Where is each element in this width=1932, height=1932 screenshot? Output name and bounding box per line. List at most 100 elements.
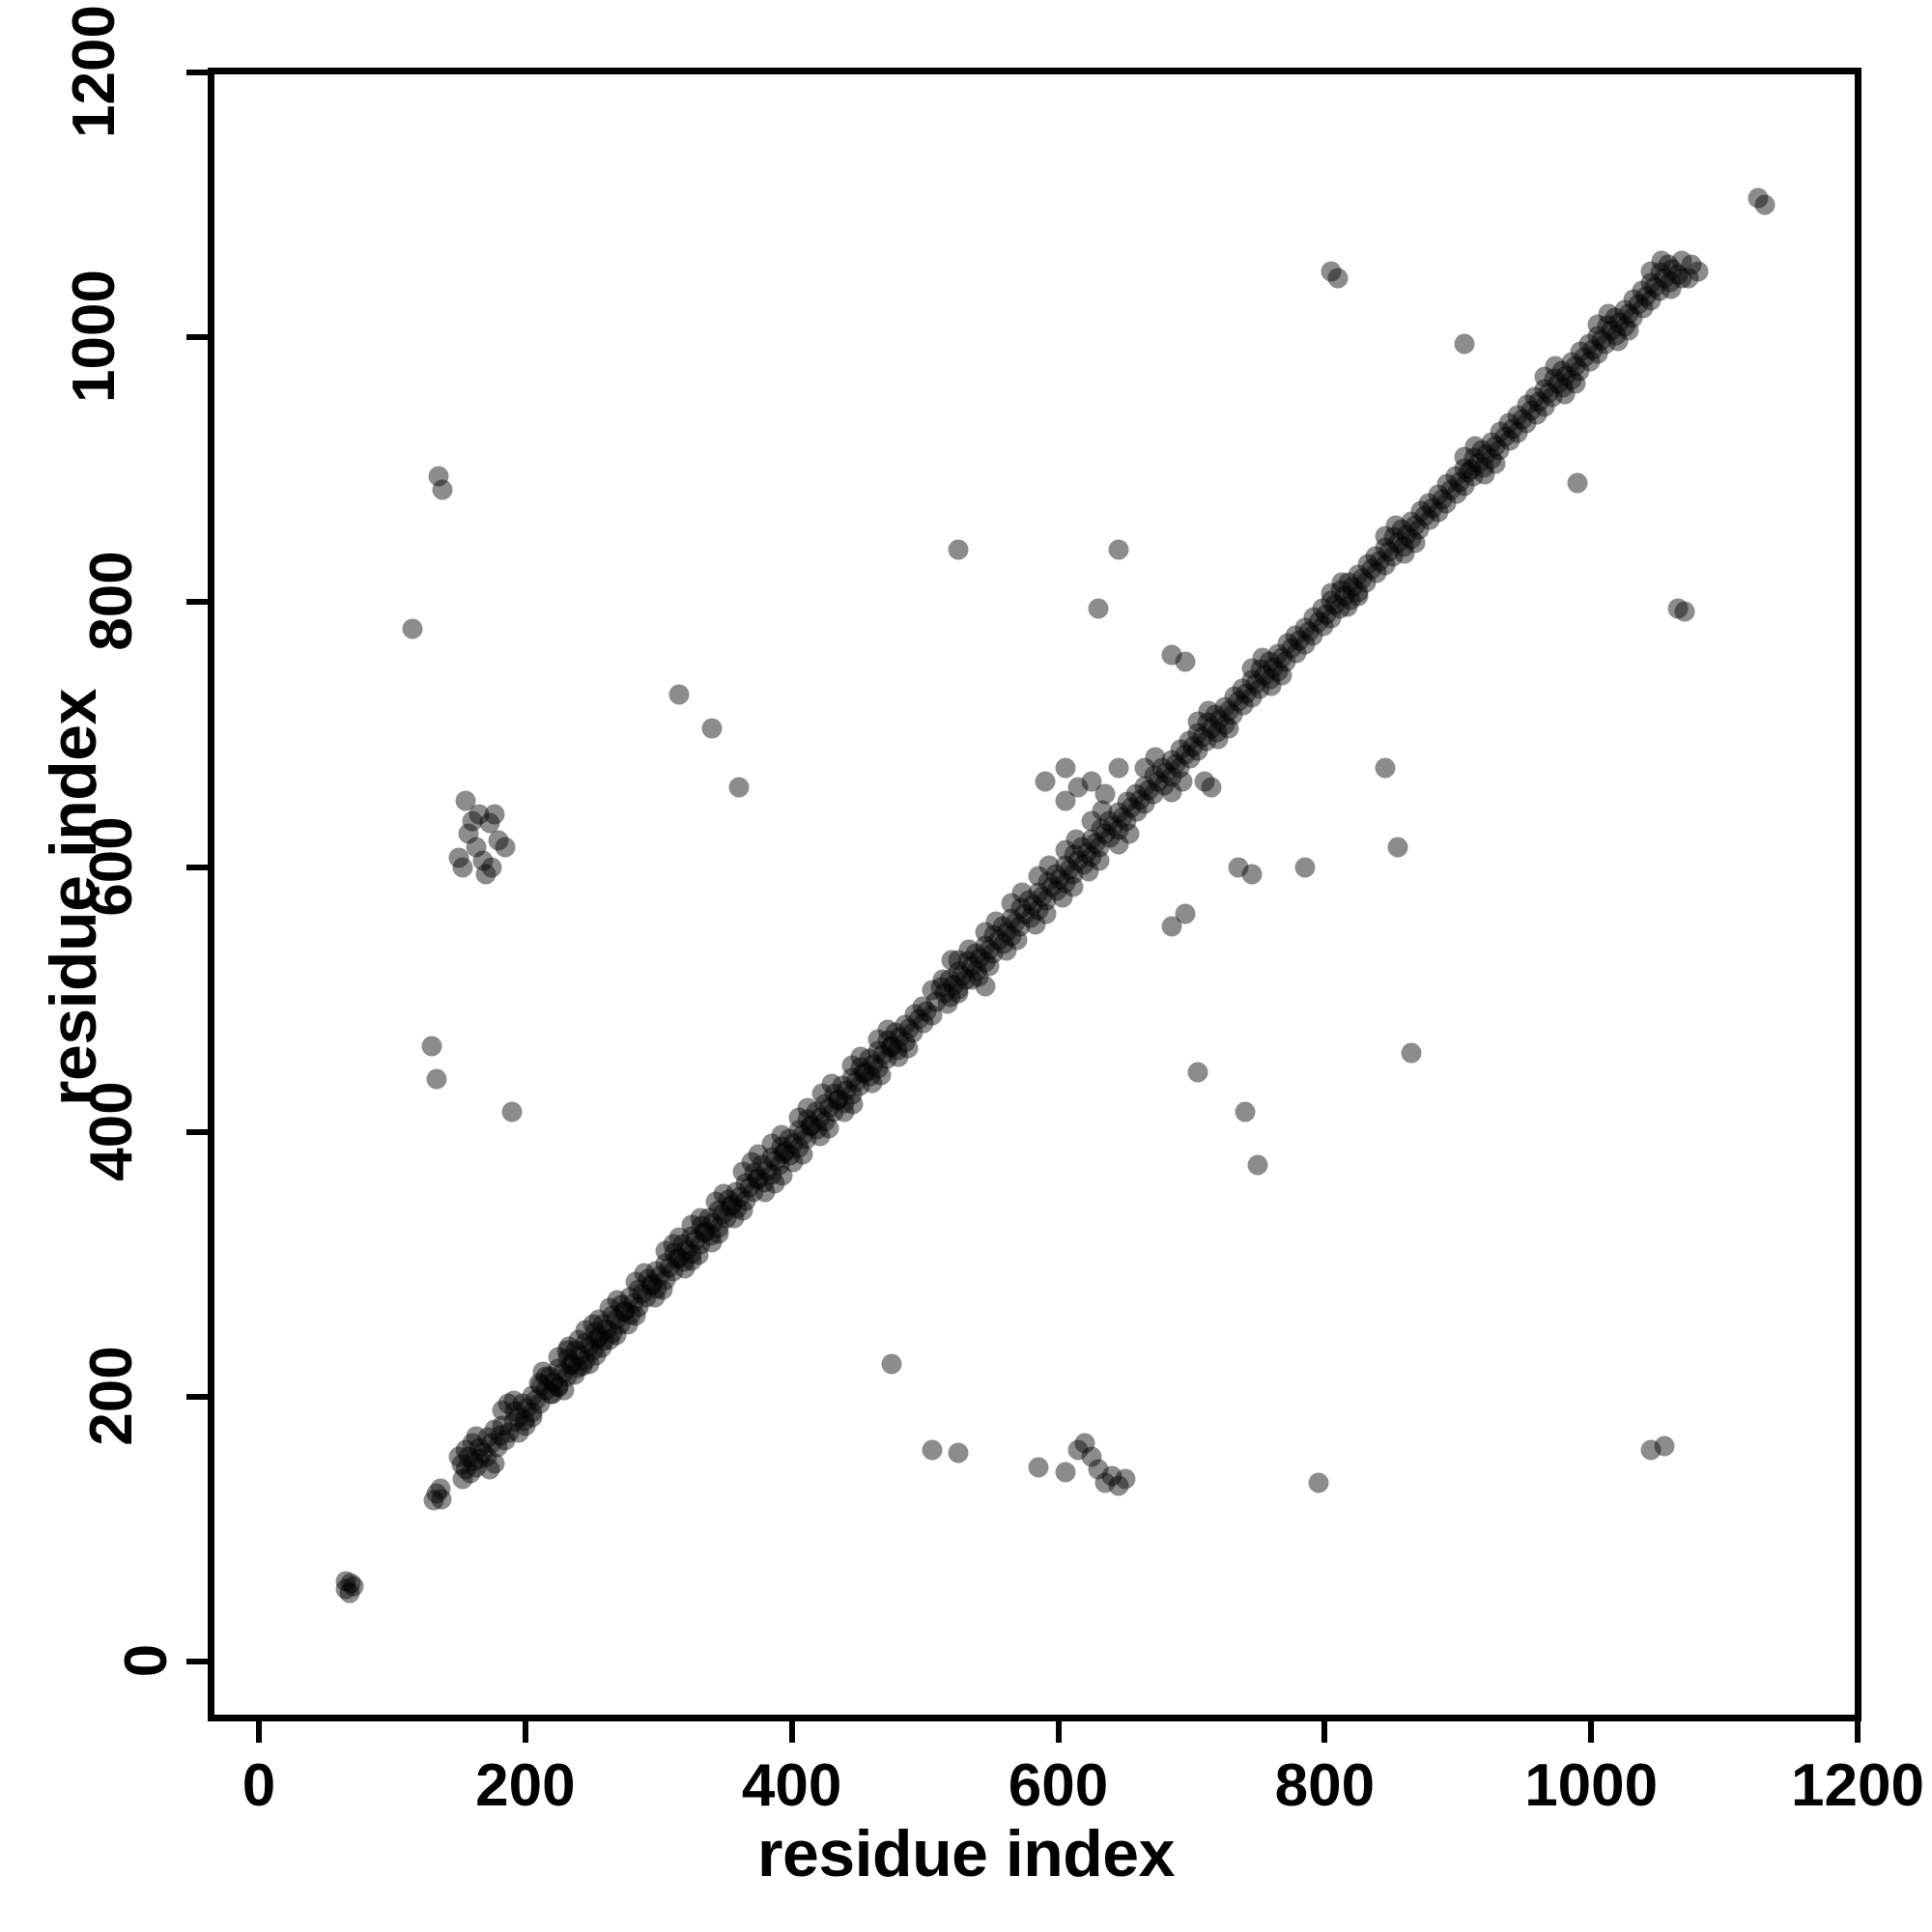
data-point [542, 1383, 563, 1405]
data-point [1387, 532, 1408, 554]
data-point [867, 1058, 889, 1079]
data-point [850, 1046, 871, 1067]
data-point [934, 982, 955, 1004]
data-point [1463, 466, 1484, 487]
data-point [1321, 608, 1342, 629]
data-point [543, 1372, 564, 1393]
data-point [992, 916, 1013, 937]
data-point [681, 1226, 702, 1247]
data-point [1289, 630, 1310, 651]
data-point [565, 1340, 586, 1361]
data-point [1046, 880, 1067, 901]
y-tick [186, 1393, 208, 1400]
data-point [881, 1353, 902, 1375]
data-point [1524, 386, 1546, 408]
data-point [1351, 568, 1373, 589]
data-point [504, 1401, 526, 1422]
data-point [867, 1040, 889, 1062]
data-point [479, 1459, 500, 1480]
data-point [912, 996, 933, 1017]
data-point [948, 1442, 969, 1463]
data-point [957, 951, 979, 972]
data-point [681, 1250, 702, 1271]
data-point [1428, 484, 1449, 505]
data-point [455, 1459, 476, 1480]
data-point [1032, 886, 1053, 907]
data-point [1074, 1433, 1095, 1454]
data-point [673, 1251, 695, 1272]
data-point [828, 1089, 849, 1110]
data-point [497, 1393, 519, 1414]
data-point [516, 1398, 537, 1419]
data-point [1567, 472, 1588, 494]
data-point [1502, 418, 1523, 440]
data-point [996, 922, 1017, 943]
data-point [1520, 400, 1542, 421]
x-tick-label: 400 [741, 1752, 842, 1819]
data-point [788, 1120, 810, 1141]
data-point [881, 1036, 902, 1057]
data-point [1247, 1154, 1268, 1176]
data-point [1361, 558, 1382, 580]
data-point [1526, 404, 1548, 425]
data-point [948, 539, 969, 560]
data-point [773, 1143, 794, 1164]
data-point [867, 1029, 889, 1050]
data-point [1605, 307, 1626, 328]
y-tick-label: 0 [113, 1643, 180, 1678]
data-point [1561, 369, 1582, 390]
data-point [948, 961, 969, 982]
data-point [508, 1406, 529, 1428]
data-point [1036, 890, 1057, 911]
data-point [1092, 800, 1113, 821]
data-point [1410, 500, 1432, 522]
data-point [1119, 823, 1140, 844]
data-point [872, 1044, 894, 1065]
data-point [708, 1217, 729, 1237]
data-point [561, 1353, 582, 1375]
data-point [1340, 589, 1361, 611]
data-point [508, 1422, 529, 1443]
data-point [1671, 268, 1692, 289]
data-point [548, 1358, 569, 1379]
data-point [1569, 360, 1590, 382]
data-point [481, 1433, 502, 1454]
data-point [1640, 272, 1662, 294]
data-point [528, 1373, 550, 1394]
data-point [1475, 444, 1496, 466]
data-point [922, 980, 943, 1001]
data-point [1628, 294, 1649, 315]
data-point [695, 1221, 716, 1242]
data-point [1063, 876, 1084, 897]
data-point [1369, 551, 1390, 572]
data-point [897, 1037, 919, 1059]
data-point [1214, 714, 1236, 735]
data-point [1249, 678, 1270, 699]
data-point [1179, 730, 1200, 752]
data-point [1014, 903, 1036, 924]
data-point [1067, 777, 1089, 798]
data-point [1115, 1468, 1136, 1490]
data-point [1587, 326, 1608, 347]
data-point [792, 1144, 813, 1165]
x-tick [788, 1721, 795, 1743]
data-point [1601, 320, 1622, 341]
data-point [515, 1415, 536, 1436]
data-point [1651, 250, 1672, 271]
data-point [652, 1279, 673, 1300]
y-tick [186, 1659, 208, 1664]
data-point [1461, 459, 1482, 480]
data-point [1667, 264, 1689, 284]
data-point [1126, 801, 1148, 822]
data-point [748, 1168, 769, 1189]
data-point [1517, 394, 1538, 415]
data-point [1605, 325, 1627, 346]
data-point [810, 1107, 831, 1128]
data-point [529, 1393, 551, 1414]
data-point [1331, 572, 1352, 593]
data-point [488, 830, 509, 851]
data-point [1091, 818, 1112, 839]
data-point [979, 939, 1000, 960]
y-tick [186, 864, 208, 870]
data-point [1071, 837, 1093, 858]
